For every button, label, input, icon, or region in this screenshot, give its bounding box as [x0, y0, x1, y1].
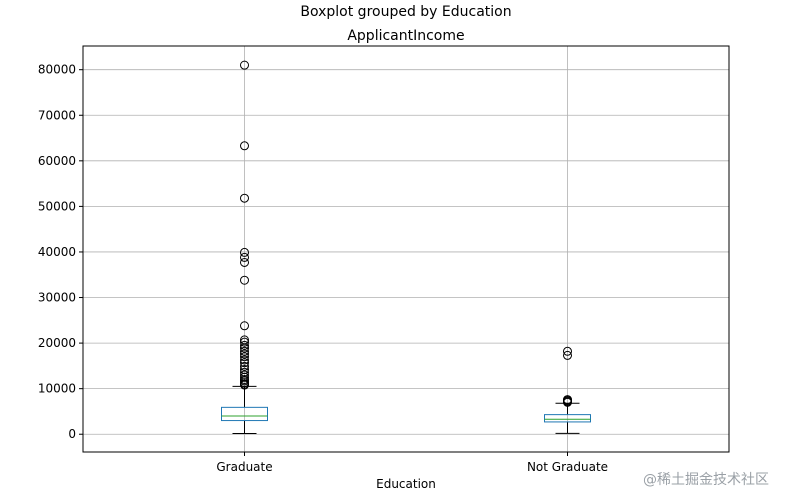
iqr-box	[544, 414, 591, 423]
outlier-point	[240, 321, 249, 331]
outlier-point	[240, 375, 249, 385]
y-tick-label: 20000	[38, 336, 76, 350]
y-tick-label: 50000	[38, 199, 76, 213]
outlier-point	[240, 247, 249, 257]
y-ticks: 0 10000 20000 30000 40000 50000 60000 70000 8000…	[38, 63, 83, 441]
outlier-point	[240, 340, 249, 350]
outlier-point	[240, 346, 249, 356]
outlier-point	[240, 361, 249, 371]
chart-title: ApplicantIncome	[347, 28, 464, 44]
outlier-point	[563, 346, 572, 356]
outlier-point	[240, 358, 249, 368]
plot-area-frame	[82, 45, 730, 453]
grid-lines	[83, 46, 729, 452]
outlier-point	[240, 367, 249, 377]
box-group	[544, 346, 591, 434]
y-tick-label: 40000	[38, 245, 76, 259]
y-tick-label: 70000	[38, 108, 76, 122]
outlier-point	[240, 193, 249, 203]
outlier-point	[240, 335, 249, 345]
iqr-box	[221, 406, 268, 422]
outlier-point	[240, 257, 249, 267]
outlier-point	[563, 350, 572, 360]
boxes	[221, 60, 591, 435]
x-tick-label: Not Graduate	[527, 460, 608, 474]
outlier-point	[240, 337, 249, 347]
outlier-point	[240, 349, 249, 359]
outlier-point	[240, 355, 249, 365]
y-tick-label: 30000	[38, 291, 76, 305]
x-axis-label: Education	[376, 477, 436, 491]
outlier-point	[240, 275, 249, 285]
watermark: @稀土掘金技术社区	[643, 472, 769, 488]
y-tick-label: 80000	[38, 63, 76, 77]
outlier-point	[240, 352, 249, 362]
y-tick-label: 0	[68, 427, 76, 441]
x-tick-label: Graduate	[216, 460, 272, 474]
outlier-point	[240, 141, 249, 151]
outlier-point	[240, 365, 249, 375]
outlier-point	[240, 252, 249, 262]
x-ticks: Graduate Not Graduate	[216, 452, 608, 474]
outlier-point	[563, 395, 572, 405]
outlier-point	[240, 60, 249, 70]
chart-suptitle: Boxplot grouped by Education	[300, 4, 511, 20]
outlier-point	[240, 370, 249, 380]
y-tick-label: 10000	[38, 382, 76, 396]
box-group	[221, 60, 268, 435]
y-tick-label: 60000	[38, 154, 76, 168]
